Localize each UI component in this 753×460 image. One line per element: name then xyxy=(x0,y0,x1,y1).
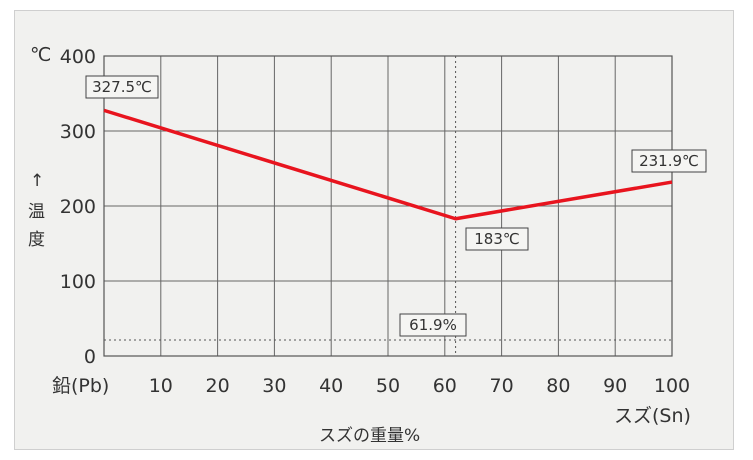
x-tick-label: 30 xyxy=(262,375,286,397)
y-tick-label: 300 xyxy=(60,121,96,143)
x-tick-label: 90 xyxy=(603,375,627,397)
y-tick-label: 0 xyxy=(84,346,96,368)
y-unit-label: ℃ xyxy=(30,44,51,66)
y-tick-label: 200 xyxy=(60,196,96,218)
eutectic-comp-annotation-text: 61.9% xyxy=(409,316,457,334)
plot-frame xyxy=(103,55,673,357)
sn-melt-annotation-text: 231.9℃ xyxy=(639,152,699,170)
eutectic-temp-annotation-text: 183℃ xyxy=(474,230,519,248)
x-tick-labels: 10 20 30 40 50 60 70 80 90 100 xyxy=(149,375,690,397)
x-tick-label: 70 xyxy=(490,375,514,397)
x-tick-label: 80 xyxy=(546,375,570,397)
eutectic-comp-annotation-box xyxy=(399,313,467,337)
sn-melt-annotation: 231.9℃ xyxy=(631,149,707,173)
pb-melt-annotation-box xyxy=(85,75,159,99)
sn-melt-annotation-box xyxy=(631,149,707,173)
y-tick-labels: 400 300 200 100 0 xyxy=(60,46,96,368)
x-left-label: 鉛(Pb) xyxy=(52,375,109,397)
y-tick-label: 100 xyxy=(60,271,96,293)
pb-melt-annotation-text: 327.5℃ xyxy=(92,78,152,96)
grid xyxy=(104,56,672,356)
x-tick-label: 10 xyxy=(149,375,173,397)
x-tick-label: 40 xyxy=(319,375,343,397)
y-axis-title-char-2: 度 xyxy=(28,230,45,250)
x-right-label: スズ(Sn) xyxy=(614,405,691,427)
x-tick-label: 60 xyxy=(433,375,457,397)
y-axis-arrow: ↑ xyxy=(30,171,44,191)
eutectic-temp-annotation: 183℃ xyxy=(465,227,529,251)
x-tick-label: 100 xyxy=(654,375,690,397)
pb-melt-annotation: 327.5℃ xyxy=(85,75,159,99)
x-tick-label: 20 xyxy=(206,375,230,397)
y-axis-title-char-1: 温 xyxy=(28,202,45,222)
eutectic-comp-annotation: 61.9% xyxy=(399,313,467,337)
y-tick-label: 400 xyxy=(60,46,96,68)
x-tick-label: 50 xyxy=(376,375,400,397)
eutectic-temp-annotation-box xyxy=(465,227,529,251)
x-axis-title: スズの重量% xyxy=(319,426,420,446)
y-axis-title: 温 度 xyxy=(28,202,45,250)
solidus-liquidus-line xyxy=(103,108,673,221)
annotations: 327.5℃ 231.9℃ 183℃ 61.9% xyxy=(85,75,707,337)
